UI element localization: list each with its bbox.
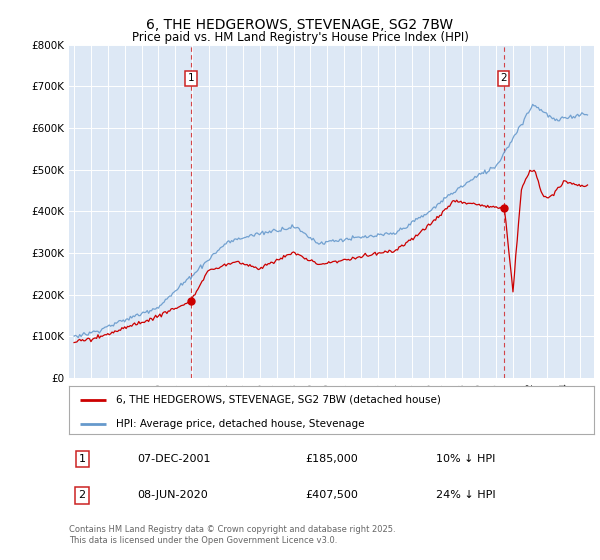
Text: Contains HM Land Registry data © Crown copyright and database right 2025.
This d: Contains HM Land Registry data © Crown c…: [69, 525, 395, 545]
Text: 10% ↓ HPI: 10% ↓ HPI: [437, 454, 496, 464]
Text: 2: 2: [79, 491, 86, 501]
Text: Price paid vs. HM Land Registry's House Price Index (HPI): Price paid vs. HM Land Registry's House …: [131, 31, 469, 44]
Text: 24% ↓ HPI: 24% ↓ HPI: [437, 491, 496, 501]
Text: £407,500: £407,500: [305, 491, 358, 501]
Text: 6, THE HEDGEROWS, STEVENAGE, SG2 7BW: 6, THE HEDGEROWS, STEVENAGE, SG2 7BW: [146, 18, 454, 32]
Text: £185,000: £185,000: [305, 454, 358, 464]
Text: 2: 2: [500, 73, 507, 83]
Text: 1: 1: [79, 454, 86, 464]
Text: 07-DEC-2001: 07-DEC-2001: [137, 454, 211, 464]
Text: HPI: Average price, detached house, Stevenage: HPI: Average price, detached house, Stev…: [116, 418, 365, 428]
Text: 1: 1: [188, 73, 194, 83]
Text: 6, THE HEDGEROWS, STEVENAGE, SG2 7BW (detached house): 6, THE HEDGEROWS, STEVENAGE, SG2 7BW (de…: [116, 395, 441, 405]
Text: 08-JUN-2020: 08-JUN-2020: [137, 491, 208, 501]
